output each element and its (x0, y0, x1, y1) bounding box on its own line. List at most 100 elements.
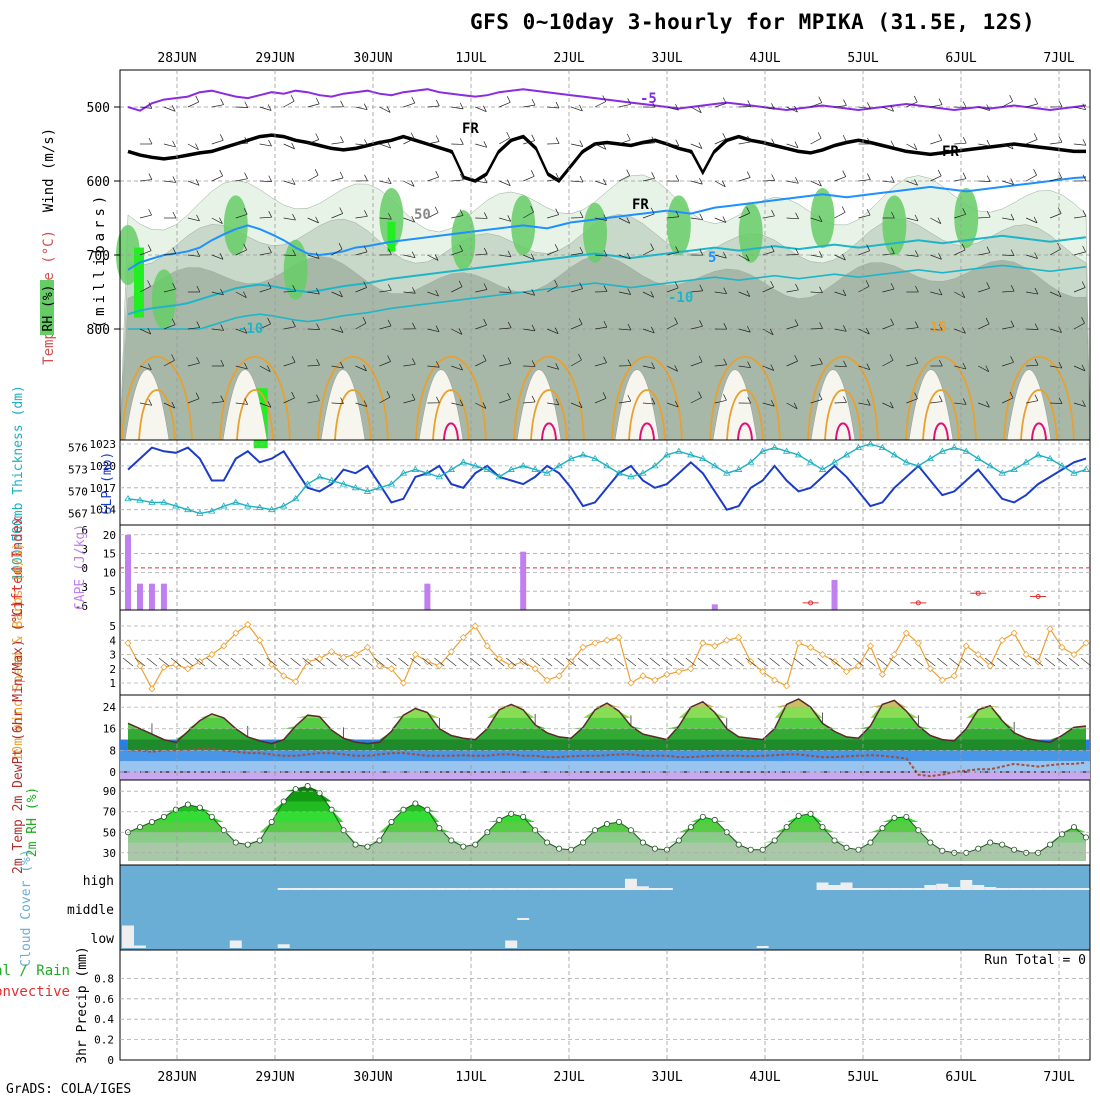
cloud-bar-high (637, 886, 649, 890)
cloud-bar-high (481, 888, 493, 890)
contour-annotation: FR (942, 144, 959, 160)
rh-saturated-patch (387, 222, 395, 252)
cloud-bar-low (505, 941, 517, 949)
wind-speed-marker (161, 664, 167, 670)
cloud-bar-high (565, 888, 577, 890)
rh-marker (784, 825, 789, 830)
x-tick-label-bottom: 28JUN (157, 1070, 196, 1085)
contour-annotation: 50 (414, 207, 431, 223)
rh-saturated-patch (134, 248, 144, 318)
precip-tick-label: 0.2 (94, 1034, 114, 1047)
slp-tick-label: 1023 (90, 438, 117, 451)
precip-axis-label: 3hr Precip (mm) (75, 946, 90, 1063)
cloud-bar-high (900, 888, 912, 890)
cloud-bar-high (613, 888, 625, 890)
legend-wind: Wind (m/s) (41, 128, 57, 212)
precip-legend-convective: Convective (0, 984, 70, 1000)
x-tick-label-bottom: 6JUL (945, 1070, 976, 1085)
rh-marker (245, 842, 250, 847)
temp-tick-label: 0 (109, 766, 116, 779)
cloud-bar-low (230, 941, 242, 949)
cloud-bar-high (972, 885, 984, 890)
rh-marker (161, 814, 166, 819)
temp-tick-label: 24 (103, 701, 117, 714)
x-tick-label-top: 29JUN (255, 51, 294, 66)
wind-speed-marker (1047, 626, 1053, 632)
surface-wind-barb (1021, 658, 1031, 666)
cloud-bar-high (1056, 888, 1068, 890)
cloud-bar-high (409, 888, 421, 890)
surface-wind-barb (1045, 658, 1055, 666)
surface-wind-barb (458, 658, 468, 666)
wind-speed-marker (867, 643, 873, 649)
precip-tick-label: 0.8 (94, 972, 114, 985)
cape-bar (137, 584, 143, 610)
cloud-bar-high (936, 884, 948, 890)
wind-speed-marker (784, 683, 790, 689)
rh-marker (676, 838, 681, 843)
wind-speed-marker (999, 637, 1005, 643)
temp-band (120, 750, 1090, 761)
x-tick-label-top: 7JUL (1043, 51, 1074, 66)
rh-marker (497, 817, 502, 822)
surface-wind-barb (806, 658, 816, 666)
x-tick-label-bottom: 5JUL (847, 1070, 878, 1085)
wind-speed-marker (365, 644, 371, 650)
surface-wind-barb (554, 658, 564, 666)
rh-tick-label: 30 (103, 847, 116, 860)
surface-wind-barb (818, 658, 828, 666)
surface-wind-barb (147, 658, 157, 666)
wind-tick-label: 1 (109, 677, 116, 690)
cloud-bar-high (493, 888, 505, 890)
cloud-level-label: low (91, 932, 115, 947)
rh-marker (820, 825, 825, 830)
cape-bar (149, 584, 155, 610)
wind-speed-marker (1011, 630, 1017, 636)
wind-speed-marker (891, 652, 897, 658)
cloud-bar-high (1020, 888, 1032, 890)
surface-wind-barb (602, 658, 612, 666)
surface-wind-barb (614, 658, 624, 666)
surface-wind-barb (363, 658, 373, 666)
rh-marker (616, 819, 621, 824)
chart-title: GFS 0~10day 3-hourly for MPIKA (31.5E, 1… (470, 10, 1035, 34)
y-tick-label: 600 (87, 175, 110, 190)
temp-area-layer (128, 699, 1086, 718)
wind-speed-marker (712, 643, 718, 649)
cloud-bar-high (338, 888, 350, 890)
cloud-bar-high (553, 888, 565, 890)
wind-speed-marker (676, 669, 682, 675)
surface-wind-barb (123, 658, 133, 666)
surface-wind-barb (255, 658, 265, 666)
surface-wind-barb (207, 658, 217, 666)
rh-marker (580, 840, 585, 845)
rh-marker (652, 846, 657, 851)
surface-wind-barb (578, 658, 588, 666)
rh-marker (185, 802, 190, 807)
rh-marker (389, 819, 394, 824)
cloud-bar-high (984, 887, 996, 890)
cape-bar (832, 580, 838, 610)
wind-speed-marker (293, 679, 299, 685)
rh-area-layer (128, 786, 1086, 801)
surface-wind-barb (758, 658, 768, 666)
cape-bar (161, 584, 167, 610)
wind-tick-label: 4 (109, 634, 116, 647)
cloud-bar-low (122, 926, 134, 949)
cloud-bar-high (314, 888, 326, 890)
rh-marker (928, 840, 933, 845)
x-tick-label-bottom: 30JUN (353, 1070, 392, 1085)
surface-wind-barb (842, 658, 852, 666)
cloud-bar-middle (517, 918, 529, 920)
cloud-bar-low (757, 946, 769, 948)
surface-wind-barb (674, 658, 684, 666)
rh-marker (209, 814, 214, 819)
contour-annotation: FR (632, 197, 649, 213)
cloud-bar-high (1008, 888, 1020, 890)
rh-marker (149, 819, 154, 824)
wind-speed-marker (640, 673, 646, 679)
